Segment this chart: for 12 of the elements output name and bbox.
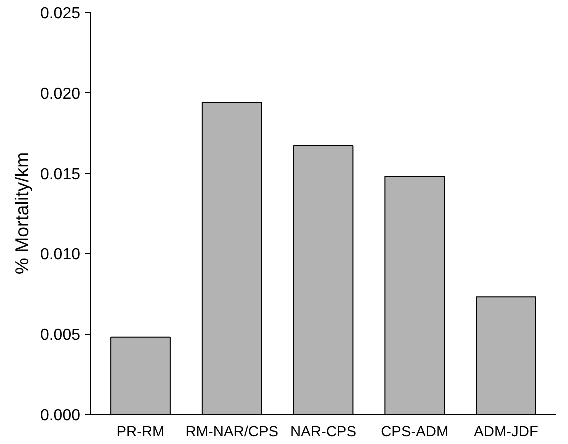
x-tick-label: PR-RM bbox=[116, 424, 165, 440]
x-tick-label: NAR-CPS bbox=[290, 424, 357, 440]
y-tick-label: 0.005 bbox=[40, 327, 81, 344]
y-tick-label: 0.010 bbox=[40, 246, 81, 264]
y-tick-label: 0.025 bbox=[40, 6, 81, 22]
x-tick-label: CPS-ADM bbox=[381, 424, 449, 440]
x-tick-label: ADM-JDF bbox=[474, 424, 538, 440]
y-tick-label: 0.020 bbox=[40, 86, 81, 103]
y-axis-title: % Mortality/km bbox=[11, 152, 32, 275]
y-tick-label: 0.000 bbox=[40, 408, 81, 424]
x-tick-label: RM-NAR/CPS bbox=[186, 424, 279, 440]
y-tick-label: 0.015 bbox=[40, 166, 81, 184]
